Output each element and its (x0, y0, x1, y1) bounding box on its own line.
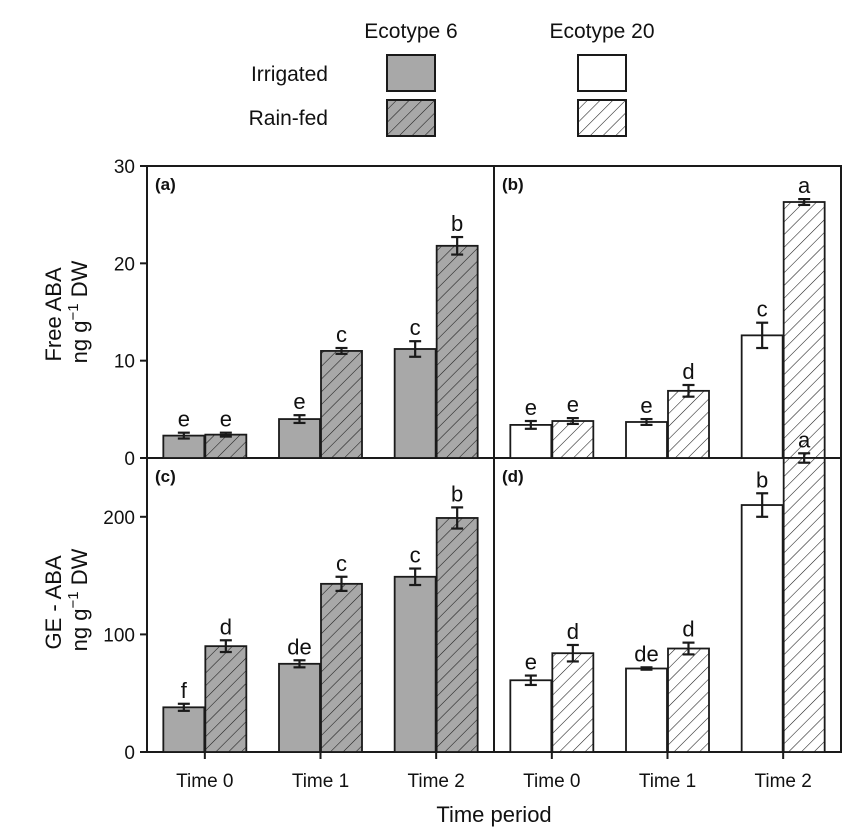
legend-column-ecotype-6: Ecotype 6 (364, 20, 457, 43)
x-axis-title: Time period (436, 802, 551, 827)
bar-rainfed (320, 582, 363, 753)
legend-swatch-ecotype20-rainfed (577, 99, 627, 137)
y-tick-label: 100 (103, 625, 135, 646)
panel-b: (b) e e e d c a (502, 173, 826, 459)
significance-letter: de (634, 641, 658, 666)
significance-letter: de (287, 634, 311, 659)
bar-irrigated (740, 504, 784, 753)
x-tick-label: Time 0 (176, 771, 233, 792)
significance-letter: d (567, 619, 579, 644)
bar-irrigated (393, 348, 437, 459)
significance-letter: c (336, 322, 347, 347)
significance-letter: d (682, 617, 694, 642)
x-tick-label: Time 2 (407, 771, 464, 792)
bar-irrigated (625, 667, 668, 753)
x-tick-label: Time 1 (639, 771, 696, 792)
y-tick-label: 30 (114, 157, 135, 178)
significance-letter: b (451, 481, 463, 506)
x-tick-label: Time 0 (523, 771, 580, 792)
panel-c: (c) f d Time 0 de c Time 1 c b Time 2 (155, 467, 479, 792)
panel-label: (c) (155, 467, 176, 486)
y-axis-label-free-aba: Free ABA ng g−1 DW (41, 260, 92, 363)
panel-label: (d) (502, 467, 524, 486)
legend-swatch-ecotype6-rainfed (386, 99, 436, 137)
bar-rainfed (435, 517, 479, 753)
significance-letter: c (410, 315, 421, 340)
significance-letter: a (798, 427, 811, 452)
y-axis-label-ge-aba: GE - ABA ng g−1 DW (41, 548, 92, 651)
y-tick-label: 200 (103, 508, 135, 529)
bar-rainfed (782, 201, 826, 459)
y-tick-label: 20 (114, 254, 135, 275)
bar-rainfed (667, 647, 710, 753)
significance-letter: e (220, 407, 232, 432)
significance-letter: e (640, 393, 652, 418)
bar-rainfed (782, 457, 826, 753)
significance-letter: c (757, 297, 768, 322)
legend-swatch-ecotype6-irrigated (386, 54, 436, 92)
bar-irrigated (162, 706, 206, 753)
significance-letter: b (451, 211, 463, 236)
significance-letter: e (525, 395, 537, 420)
y-tick-label: 0 (124, 449, 135, 470)
y-tick-label: 0 (124, 743, 135, 764)
significance-letter: f (181, 678, 188, 703)
legend-column-ecotype-20: Ecotype 20 (549, 20, 654, 43)
bar-rainfed (204, 433, 248, 459)
bar-irrigated (278, 418, 321, 459)
bar-rainfed (320, 350, 363, 459)
bar-rainfed (667, 389, 710, 459)
panel-a: (a) e e e c c b (155, 175, 479, 459)
bar-rainfed (551, 420, 595, 459)
x-tick-label: Time 2 (754, 771, 811, 792)
significance-letter: c (336, 551, 347, 576)
legend-row-rain-fed: Rain-fed (249, 107, 328, 130)
significance-letter: d (220, 614, 232, 639)
significance-letter: b (756, 467, 768, 492)
bar-rainfed (551, 652, 595, 753)
significance-letter: e (567, 392, 579, 417)
legend-row-irrigated: Irrigated (251, 63, 328, 86)
bar-irrigated (509, 679, 553, 753)
bar-irrigated (393, 575, 437, 753)
bar-rainfed (435, 244, 479, 459)
significance-letter: d (682, 359, 694, 384)
significance-letter: e (178, 407, 190, 432)
x-tick-label: Time 1 (292, 771, 349, 792)
bar-irrigated (740, 334, 784, 459)
significance-letter: a (798, 173, 811, 198)
panel-label: (a) (155, 175, 176, 194)
panel-label: (b) (502, 175, 524, 194)
bar-rainfed (204, 645, 248, 753)
significance-letter: e (525, 650, 537, 675)
bar-irrigated (625, 421, 668, 459)
legend-swatch-ecotype20-irrigated (577, 54, 627, 92)
significance-letter: e (293, 389, 305, 414)
significance-letter: c (410, 543, 421, 568)
y-tick-label: 10 (114, 352, 135, 373)
panels: 0 10 20 30 0 100 200 (a) e e e c c b (b) e e e d c a (c) f d Tim… (103, 157, 842, 792)
bar-irrigated (278, 662, 321, 753)
legend: Ecotype 6 Ecotype 20 Irrigated Rain-fed (249, 20, 655, 137)
